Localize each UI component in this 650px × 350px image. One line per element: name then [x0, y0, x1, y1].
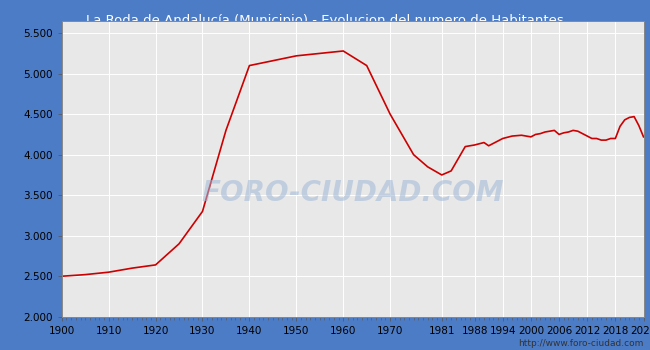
- Text: La Roda de Andalucía (Municipio) - Evolucion del numero de Habitantes: La Roda de Andalucía (Municipio) - Evolu…: [86, 14, 564, 27]
- Text: FORO-CIUDAD.COM: FORO-CIUDAD.COM: [202, 178, 504, 206]
- Text: http://www.foro-ciudad.com: http://www.foro-ciudad.com: [518, 339, 644, 348]
